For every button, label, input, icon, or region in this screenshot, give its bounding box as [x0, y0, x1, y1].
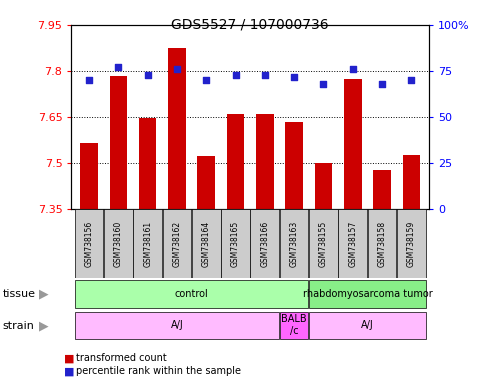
Point [144, 72, 152, 78]
Bar [109, 76, 127, 209]
Text: A/J: A/J [171, 320, 183, 330]
Point [232, 72, 240, 78]
FancyBboxPatch shape [192, 209, 220, 278]
Text: GSM738161: GSM738161 [143, 221, 152, 267]
Text: GSM738166: GSM738166 [260, 221, 269, 267]
Text: GSM738165: GSM738165 [231, 221, 240, 267]
Text: A/J: A/J [361, 320, 374, 330]
FancyBboxPatch shape [309, 280, 425, 308]
Text: GSM738164: GSM738164 [202, 221, 211, 267]
Point [173, 66, 181, 72]
FancyBboxPatch shape [133, 209, 162, 278]
Point [85, 77, 93, 83]
Bar [168, 48, 186, 209]
FancyBboxPatch shape [250, 209, 279, 278]
Text: transformed count: transformed count [76, 353, 167, 363]
Bar [227, 114, 245, 209]
Bar [344, 79, 361, 209]
Point [407, 77, 415, 83]
Text: GSM738160: GSM738160 [114, 221, 123, 267]
Text: GSM738162: GSM738162 [173, 221, 181, 267]
Bar [139, 118, 156, 209]
Point [114, 64, 122, 70]
Text: GSM738156: GSM738156 [85, 221, 94, 267]
FancyBboxPatch shape [397, 209, 425, 278]
FancyBboxPatch shape [163, 209, 191, 278]
Text: ■: ■ [64, 353, 74, 363]
Bar [198, 156, 215, 209]
FancyBboxPatch shape [75, 209, 104, 278]
Bar [403, 155, 420, 209]
Bar [285, 122, 303, 209]
Text: GSM738158: GSM738158 [378, 221, 387, 267]
Point [349, 66, 356, 72]
FancyBboxPatch shape [280, 209, 309, 278]
FancyBboxPatch shape [309, 312, 425, 339]
Point [319, 81, 327, 87]
Text: BALB
/c: BALB /c [282, 314, 307, 336]
FancyBboxPatch shape [221, 209, 250, 278]
FancyBboxPatch shape [368, 209, 396, 278]
Point [290, 73, 298, 79]
Text: GSM738159: GSM738159 [407, 221, 416, 267]
Point [378, 81, 386, 87]
Text: control: control [175, 288, 209, 298]
Bar [373, 170, 391, 209]
Text: ▶: ▶ [38, 288, 48, 301]
Bar [315, 162, 332, 209]
FancyBboxPatch shape [75, 280, 309, 308]
Text: GDS5527 / 107000736: GDS5527 / 107000736 [172, 17, 329, 31]
FancyBboxPatch shape [75, 312, 279, 339]
Text: rhabdomyosarcoma tumor: rhabdomyosarcoma tumor [303, 288, 432, 298]
Text: GSM738155: GSM738155 [319, 221, 328, 267]
Text: GSM738163: GSM738163 [290, 221, 299, 267]
Text: ▶: ▶ [38, 319, 48, 332]
Bar [80, 143, 98, 209]
FancyBboxPatch shape [280, 312, 309, 339]
Text: strain: strain [2, 321, 35, 331]
Text: ■: ■ [64, 366, 74, 376]
Text: tissue: tissue [2, 289, 35, 299]
FancyBboxPatch shape [104, 209, 133, 278]
FancyBboxPatch shape [338, 209, 367, 278]
FancyBboxPatch shape [309, 209, 338, 278]
Text: GSM738157: GSM738157 [348, 221, 357, 267]
Point [202, 77, 210, 83]
Text: percentile rank within the sample: percentile rank within the sample [76, 366, 242, 376]
Bar [256, 114, 274, 209]
Point [261, 72, 269, 78]
